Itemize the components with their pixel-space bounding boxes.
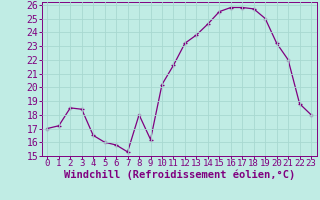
X-axis label: Windchill (Refroidissement éolien,°C): Windchill (Refroidissement éolien,°C) — [64, 170, 295, 180]
